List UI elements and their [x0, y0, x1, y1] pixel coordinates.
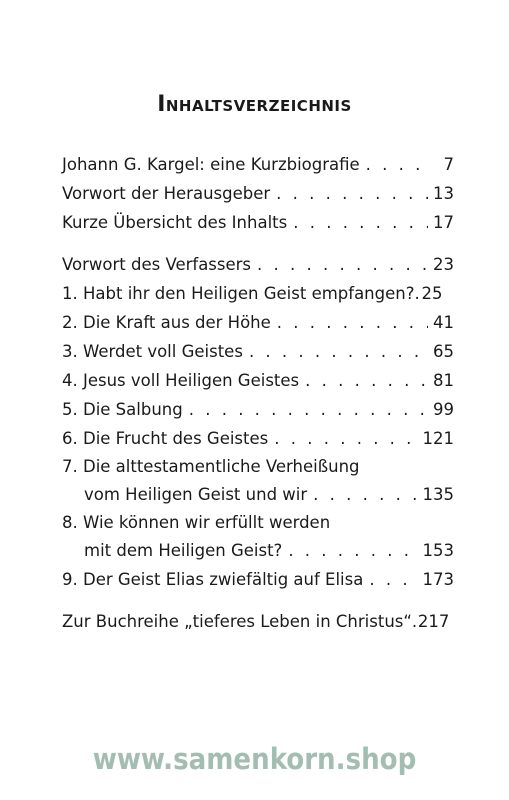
toc-entry-title: Kurze Übersicht des Inhalts — [62, 213, 288, 232]
dot-leader — [189, 395, 428, 424]
toc-entry: Zur Buchreihe „tieferes Leben in Christu… — [62, 607, 454, 636]
toc-entry-title: Johann G. Kargel: eine Kurzbiografie — [62, 155, 360, 174]
dot-leader — [313, 481, 418, 509]
dot-leader — [276, 179, 428, 208]
dot-leader — [257, 250, 428, 279]
toc-entry-page: 173 — [422, 570, 455, 589]
toc-entry: 6. Die Frucht des Geistes 121 — [62, 424, 454, 453]
dot-leader — [366, 150, 428, 179]
dot-leader — [277, 308, 428, 337]
toc-entry-title: 9. Der Geist Elias zwiefältig auf Elisa — [62, 570, 364, 589]
toc-entry-title: Zur Buchreihe „tieferes Leben in Christu… — [62, 612, 412, 631]
toc-entry-page: 121 — [422, 429, 455, 448]
toc-entry: Vorwort des Verfassers 23 — [62, 250, 454, 279]
dot-leader — [288, 537, 418, 565]
toc-entry: Johann G. Kargel: eine Kurzbiografie 7 — [62, 150, 454, 179]
toc-entry: 7. Die alttestamentliche Verheißung vom … — [62, 453, 454, 509]
toc-entry-page: 41 — [433, 313, 454, 332]
dot-leader — [274, 424, 418, 453]
toc-entry-title-line1: 7. Die alttestamentliche Verheißung — [62, 457, 360, 476]
toc-entry-page: 13 — [433, 184, 454, 203]
toc-entry: 5. Die Salbung 99 — [62, 395, 454, 424]
toc-entry: 2. Die Kraft aus der Höhe 41 — [62, 308, 454, 337]
section-gap — [62, 237, 454, 250]
toc-entry-page: 7 — [443, 155, 455, 174]
dot-leader — [369, 565, 418, 594]
toc-entry: 4. Jesus voll Heiligen Geistes 81 — [62, 366, 454, 395]
toc-entry-page: 217 — [417, 612, 450, 631]
dot-leader — [249, 337, 428, 366]
toc-entry-page: 81 — [433, 371, 454, 390]
toc-entry-page: 25 — [421, 284, 443, 303]
toc-entry-title-line2: mit dem Heiligen Geist? — [84, 541, 283, 560]
toc-entry-title: 4. Jesus voll Heiligen Geistes — [62, 371, 300, 390]
watermark-url: www.samenkorn.shop — [92, 742, 417, 776]
toc-entry-page: 153 — [422, 541, 455, 560]
toc-entry-title: 5. Die Salbung — [62, 400, 183, 419]
toc-entry-line2: vom Heiligen Geist und wir 135 — [62, 481, 454, 509]
toc-entry-page: 17 — [433, 213, 454, 232]
dot-leader — [293, 208, 428, 237]
toc-entry-title: 6. Die Frucht des Geistes — [62, 429, 269, 448]
toc-entry-page: 99 — [433, 400, 454, 419]
toc-entry-page: 65 — [433, 342, 454, 361]
toc-entry-title: 1. Habt ihr den Heiligen Geist empfangen… — [62, 284, 415, 303]
toc-entry: 9. Der Geist Elias zwiefältig auf Elisa … — [62, 565, 454, 594]
toc-entry-line2: mit dem Heiligen Geist? 153 — [62, 537, 454, 565]
toc-entry-title: Vorwort der Herausgeber — [62, 184, 271, 203]
toc-entry-title: 3. Werdet voll Geistes — [62, 342, 243, 361]
toc-entry: 1. Habt ihr den Heiligen Geist empfangen… — [62, 279, 454, 308]
toc-entry: Kurze Übersicht des Inhalts 17 — [62, 208, 454, 237]
toc-entry-page: 23 — [433, 255, 454, 274]
toc-entry-title: Vorwort des Verfassers — [62, 255, 252, 274]
page-title: Inhaltsverzeichnis — [157, 92, 352, 117]
toc-entry-title-line1: 8. Wie können wir erfüllt werden — [62, 513, 331, 532]
toc-entry: 8. Wie können wir erfüllt werden mit dem… — [62, 509, 454, 565]
toc-entry-page: 135 — [422, 485, 455, 504]
toc-entry-title-line2: vom Heiligen Geist und wir — [84, 485, 308, 504]
section-gap — [62, 594, 454, 607]
toc-entry: 3. Werdet voll Geistes 65 — [62, 337, 454, 366]
toc-entry-title: 2. Die Kraft aus der Höhe — [62, 313, 271, 332]
dot-leader — [305, 366, 428, 395]
table-of-contents: Johann G. Kargel: eine Kurzbiografie 7 V… — [62, 150, 454, 636]
toc-entry: Vorwort der Herausgeber 13 — [62, 179, 454, 208]
